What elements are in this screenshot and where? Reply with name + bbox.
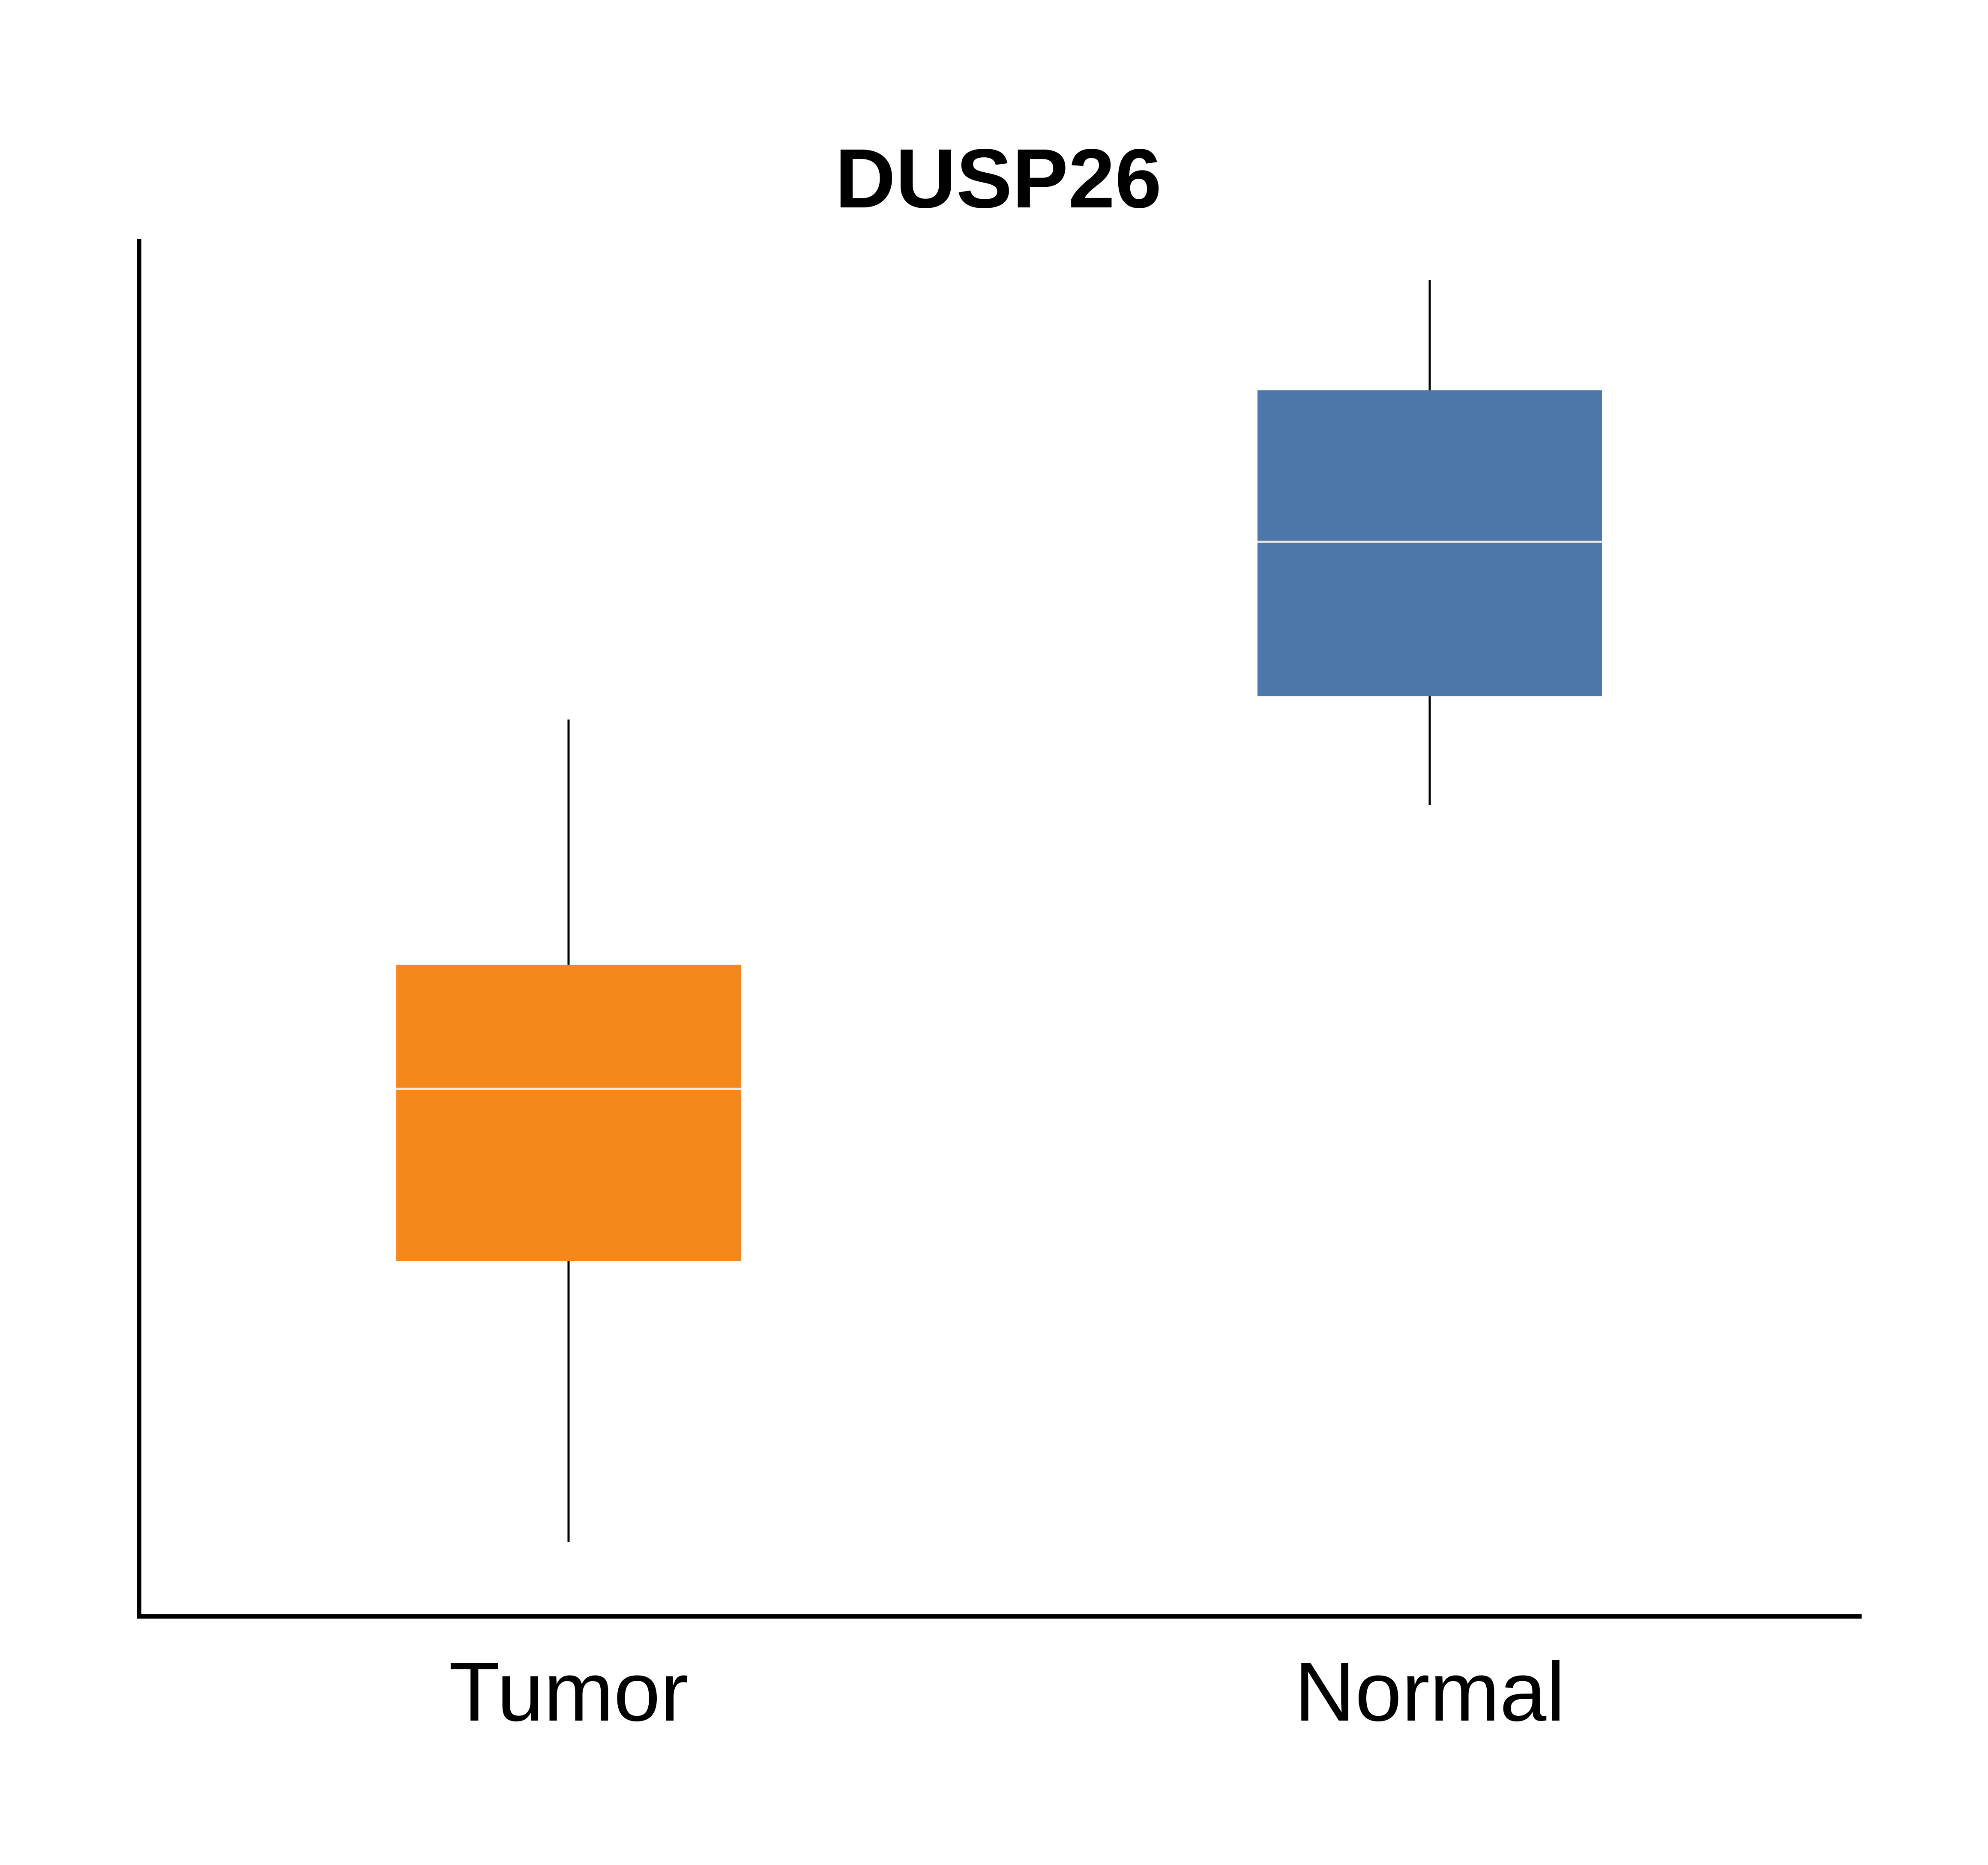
x-tick-label-tumor: Tumor (449, 1645, 688, 1739)
boxes-layer (396, 280, 1602, 1542)
chart-title: DUSP26 (835, 132, 1162, 225)
iqr-box-normal (1257, 390, 1602, 696)
iqr-box-tumor (396, 965, 741, 1261)
box-tumor (396, 720, 741, 1542)
box-normal (1257, 280, 1602, 805)
x-tick-label-normal: Normal (1294, 1645, 1565, 1739)
